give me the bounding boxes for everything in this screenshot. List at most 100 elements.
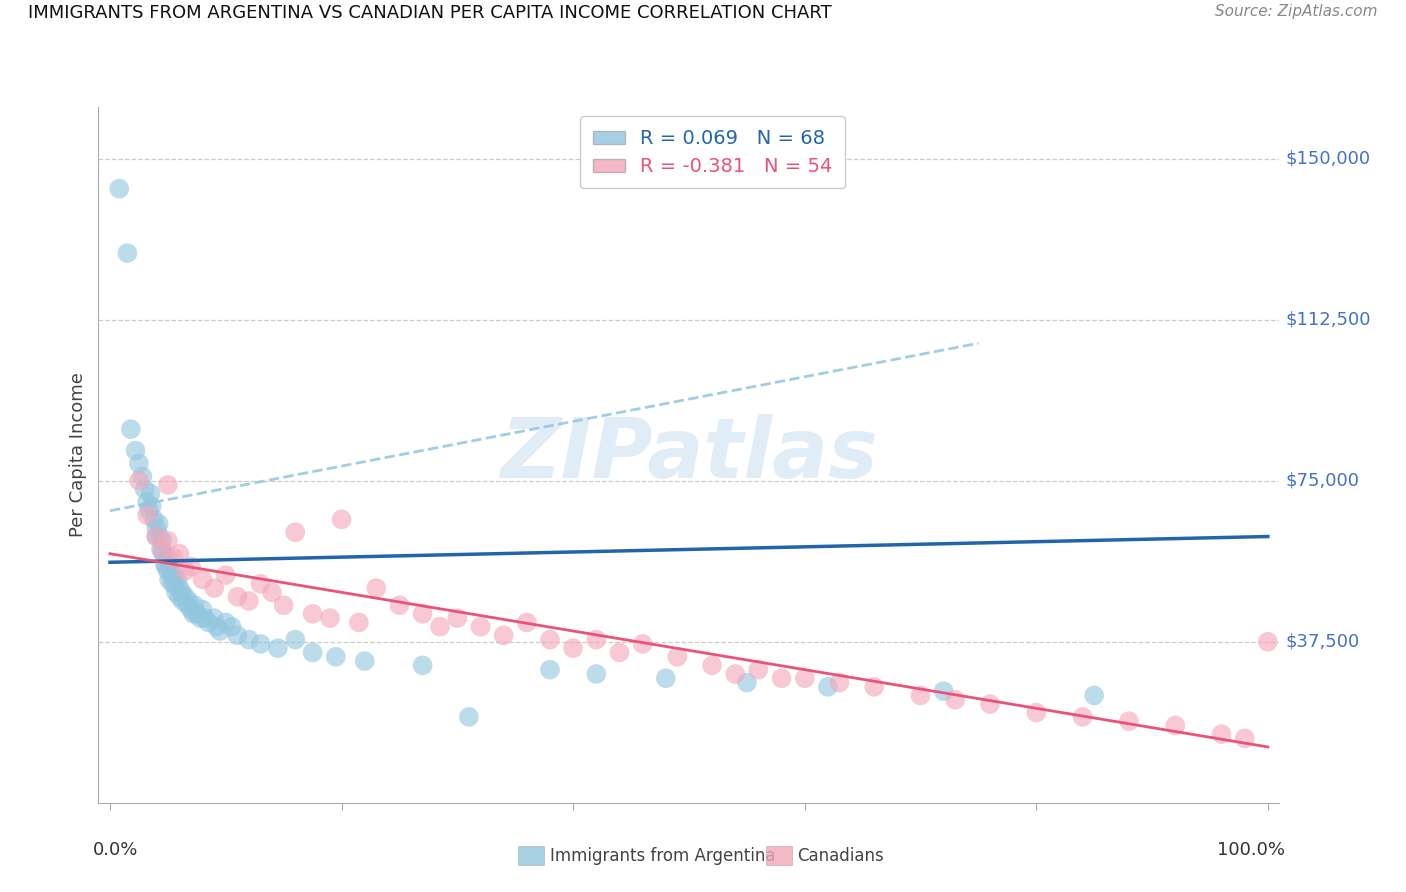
Point: [262, 585, 284, 599]
Text: 100.0%: 100.0%: [1218, 841, 1285, 859]
Point: [793, 671, 815, 685]
Point: [172, 594, 194, 608]
Text: 0.0%: 0.0%: [93, 841, 138, 859]
Point: [1025, 706, 1047, 720]
Point: [1083, 689, 1105, 703]
Bar: [517, 846, 544, 865]
Point: [208, 624, 231, 638]
Point: [249, 637, 271, 651]
Point: [124, 443, 146, 458]
Point: [139, 486, 162, 500]
Point: [183, 599, 205, 613]
Point: [157, 573, 180, 587]
Text: Canadians: Canadians: [797, 847, 884, 864]
Point: [180, 559, 202, 574]
Point: [150, 533, 173, 548]
Point: [828, 675, 851, 690]
Point: [943, 692, 966, 706]
Y-axis label: Per Capita Income: Per Capita Income: [69, 373, 87, 537]
Point: [353, 654, 375, 668]
Point: [215, 615, 238, 630]
Point: [188, 611, 211, 625]
Point: [145, 529, 167, 543]
Point: [863, 680, 886, 694]
Point: [138, 504, 160, 518]
Text: IMMIGRANTS FROM ARGENTINA VS CANADIAN PER CAPITA INCOME CORRELATION CHART: IMMIGRANTS FROM ARGENTINA VS CANADIAN PE…: [28, 4, 832, 22]
Point: [156, 564, 179, 578]
Point: [666, 649, 689, 664]
Point: [700, 658, 723, 673]
Point: [1164, 718, 1187, 732]
Text: $112,500: $112,500: [1285, 310, 1371, 328]
Point: [176, 599, 198, 613]
Point: [325, 649, 347, 664]
Point: [163, 568, 186, 582]
Point: [221, 620, 243, 634]
Legend: R = 0.069   N = 68, R = -0.381   N = 54: R = 0.069 N = 68, R = -0.381 N = 54: [581, 116, 845, 188]
Point: [516, 615, 538, 630]
Point: [205, 620, 228, 634]
Point: [169, 590, 191, 604]
Point: [932, 684, 955, 698]
Point: [197, 615, 219, 630]
Point: [910, 689, 932, 703]
Point: [226, 590, 249, 604]
Point: [169, 581, 191, 595]
Point: [226, 628, 249, 642]
Point: [148, 516, 170, 531]
Point: [156, 478, 179, 492]
Point: [128, 474, 150, 488]
Point: [655, 671, 678, 685]
Point: [120, 422, 142, 436]
Point: [186, 607, 208, 621]
Point: [979, 697, 1001, 711]
Point: [117, 246, 139, 260]
Point: [492, 628, 515, 642]
Point: [770, 671, 793, 685]
Point: [136, 495, 159, 509]
Point: [215, 568, 238, 582]
Point: [817, 680, 839, 694]
Text: Source: ZipAtlas.com: Source: ZipAtlas.com: [1215, 4, 1378, 20]
Point: [165, 585, 187, 599]
Point: [388, 599, 411, 613]
Point: [166, 573, 188, 587]
Point: [191, 602, 214, 616]
Point: [1233, 731, 1256, 746]
Point: [194, 611, 217, 625]
Point: [149, 529, 172, 543]
Point: [1118, 714, 1140, 729]
Point: [538, 632, 561, 647]
Point: [585, 632, 607, 647]
Point: [330, 512, 353, 526]
Point: [153, 555, 176, 569]
Point: [149, 542, 172, 557]
Point: [284, 632, 307, 647]
Point: [631, 637, 654, 651]
Point: [162, 576, 184, 591]
Point: [538, 663, 561, 677]
Point: [145, 521, 167, 535]
Text: ZIPatlas: ZIPatlas: [501, 415, 877, 495]
Point: [412, 607, 434, 621]
Point: [249, 576, 271, 591]
Point: [301, 607, 323, 621]
Point: [470, 620, 492, 634]
Point: [134, 483, 156, 497]
Point: [319, 611, 342, 625]
Point: [412, 658, 434, 673]
Point: [191, 573, 214, 587]
Point: [301, 645, 323, 659]
Point: [183, 607, 205, 621]
Point: [156, 551, 179, 566]
Point: [202, 611, 225, 625]
Point: [145, 529, 167, 543]
Point: [163, 576, 186, 591]
Point: [128, 457, 150, 471]
Point: [458, 710, 481, 724]
Text: $75,000: $75,000: [1285, 472, 1360, 490]
Point: [108, 181, 131, 195]
Point: [238, 632, 260, 647]
Point: [141, 500, 163, 514]
Point: [747, 663, 769, 677]
